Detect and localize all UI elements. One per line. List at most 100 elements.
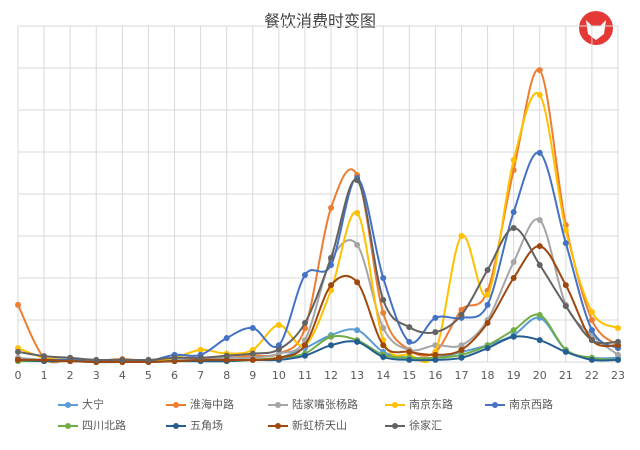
legend-label: 五角场 <box>190 418 223 432</box>
x-tick-label: 21 <box>559 369 573 382</box>
point <box>406 356 413 363</box>
point <box>536 311 543 318</box>
point <box>354 279 361 286</box>
point <box>328 204 335 211</box>
point <box>484 345 491 352</box>
x-tick-label: 16 <box>428 369 442 382</box>
point <box>432 351 439 358</box>
legend-label: 四川北路 <box>82 419 126 432</box>
point <box>275 322 282 329</box>
legend-label: 陆家嘴张杨路 <box>292 397 358 411</box>
point <box>588 356 595 363</box>
point <box>301 272 308 279</box>
point <box>15 348 21 355</box>
point <box>275 350 282 357</box>
legend-marker <box>275 423 281 429</box>
point <box>615 338 621 345</box>
point <box>328 254 335 261</box>
point <box>328 282 335 289</box>
legend-marker <box>65 402 71 408</box>
point <box>197 354 204 361</box>
x-tick-label: 15 <box>402 369 416 382</box>
point <box>197 346 204 353</box>
x-tick-label: 20 <box>533 369 547 382</box>
point <box>484 267 491 274</box>
point <box>510 259 517 266</box>
chart-title: 餐饮消费时变图 <box>264 12 376 31</box>
x-tick-label: 8 <box>223 369 230 382</box>
legend-marker <box>173 423 179 429</box>
x-tick-label: 7 <box>197 369 204 382</box>
x-tick-label: 1 <box>41 369 48 382</box>
x-tick-label: 11 <box>298 369 312 382</box>
point <box>301 352 308 359</box>
legend-marker <box>392 423 398 429</box>
point <box>406 324 413 331</box>
x-tick-label: 10 <box>272 369 286 382</box>
point <box>510 275 517 281</box>
point <box>562 303 569 310</box>
point <box>536 149 543 156</box>
point <box>223 356 230 363</box>
point <box>249 324 256 331</box>
x-tick-label: 12 <box>324 369 338 382</box>
x-tick-label: 9 <box>249 369 256 382</box>
point <box>354 241 361 248</box>
point <box>354 209 361 216</box>
point <box>223 352 230 359</box>
point <box>562 348 569 355</box>
x-tick-label: 19 <box>507 369 521 382</box>
point <box>328 342 335 349</box>
point <box>458 346 465 353</box>
x-tick-label: 22 <box>585 369 599 382</box>
x-tick-label: 3 <box>93 369 100 382</box>
point <box>380 324 387 331</box>
legend-marker <box>275 402 281 408</box>
legend-label: 南京西路 <box>509 397 553 411</box>
x-tick-label: 4 <box>119 369 126 382</box>
point <box>510 225 517 232</box>
legend-marker <box>65 423 71 429</box>
point <box>510 209 517 216</box>
point <box>536 337 543 344</box>
point <box>562 282 569 289</box>
point <box>406 348 413 355</box>
point <box>562 227 569 234</box>
x-tick-label: 18 <box>481 369 495 382</box>
point <box>328 333 335 340</box>
point <box>458 342 465 349</box>
point <box>354 177 361 184</box>
point <box>380 275 387 281</box>
point <box>249 356 256 363</box>
point <box>484 301 491 308</box>
point <box>171 354 178 361</box>
point <box>380 296 387 303</box>
point <box>484 319 491 326</box>
point <box>223 335 230 342</box>
point <box>458 354 465 361</box>
point <box>562 240 569 247</box>
legend-label: 新虹桥天山 <box>292 418 347 432</box>
x-tick-label: 6 <box>171 369 178 382</box>
point <box>119 356 126 363</box>
point <box>41 353 48 360</box>
point <box>406 338 413 345</box>
point <box>615 324 621 331</box>
x-tick-label: 0 <box>15 369 22 382</box>
point <box>145 356 152 363</box>
legend-marker <box>173 402 179 408</box>
point <box>354 327 361 334</box>
logo <box>579 11 613 45</box>
point <box>275 354 282 361</box>
point <box>67 354 74 361</box>
point <box>588 317 595 323</box>
point <box>588 327 595 334</box>
x-tick-label: 13 <box>350 369 364 382</box>
point <box>301 342 308 349</box>
point <box>432 314 439 321</box>
point <box>615 351 621 358</box>
x-tick-label: 23 <box>611 369 625 382</box>
legend-label: 南京东路 <box>409 397 453 411</box>
point <box>249 350 256 357</box>
